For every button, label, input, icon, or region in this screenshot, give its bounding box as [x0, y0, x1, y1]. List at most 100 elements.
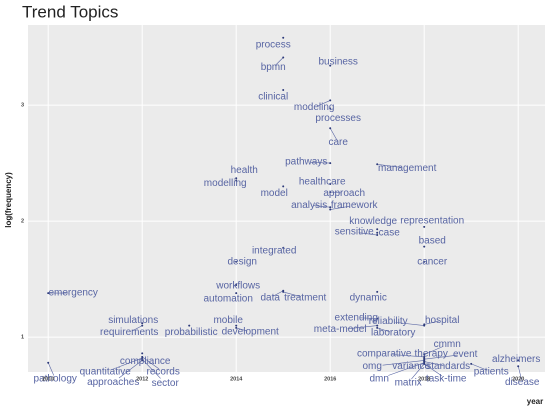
point	[235, 177, 238, 180]
point	[376, 163, 379, 166]
point	[47, 361, 50, 364]
point	[423, 245, 426, 248]
x-tick-label: 2010	[42, 376, 54, 382]
label-connector	[392, 354, 425, 358]
label-connector	[47, 362, 55, 376]
point-label: analysis	[291, 200, 327, 211]
point-label: healthcare	[299, 177, 346, 188]
point-label: emergency	[48, 288, 97, 299]
label-connector	[274, 57, 284, 66]
point	[329, 162, 332, 165]
point-label: patients	[474, 367, 509, 378]
label-connector	[395, 322, 425, 326]
point-label: event	[453, 349, 478, 360]
point	[376, 317, 379, 320]
point-label: modeling	[294, 102, 335, 113]
point	[141, 322, 144, 325]
point	[141, 355, 144, 358]
point	[329, 191, 332, 194]
label-connector	[329, 128, 337, 140]
point	[376, 290, 379, 293]
point	[423, 323, 426, 326]
point	[141, 358, 144, 361]
label-connector	[118, 360, 143, 379]
point-label: standards	[426, 361, 470, 372]
point-label: dmn	[369, 373, 388, 384]
point	[47, 292, 50, 295]
point	[235, 283, 238, 286]
point	[329, 182, 332, 185]
label-connector	[283, 291, 301, 298]
point	[235, 324, 238, 327]
point-label: comparative	[357, 349, 412, 360]
point	[282, 290, 285, 293]
point-label: matrix	[395, 378, 422, 389]
label-connector	[471, 363, 488, 371]
point-label: workflows	[215, 281, 260, 292]
point	[235, 179, 238, 182]
point-label: integrated	[252, 245, 296, 256]
point	[423, 225, 426, 228]
label-connector	[142, 356, 160, 370]
point-label: dynamic	[350, 293, 387, 304]
point	[470, 362, 473, 365]
point-label: data	[260, 292, 280, 303]
label-connector	[313, 205, 331, 208]
label-connector	[360, 317, 378, 319]
point	[188, 324, 191, 327]
point	[329, 107, 332, 110]
label-connector	[424, 361, 444, 366]
point	[376, 228, 379, 231]
label-connector	[272, 290, 284, 297]
label-connector	[424, 354, 458, 360]
label-connector	[517, 366, 522, 380]
label-connector	[382, 360, 425, 366]
point	[423, 362, 426, 365]
point	[282, 36, 285, 39]
point	[329, 64, 332, 67]
point-label: records	[147, 367, 180, 378]
point	[423, 353, 426, 356]
point-label: development	[222, 327, 279, 338]
point-label: alzheimers	[492, 354, 540, 365]
point-label: approach	[323, 188, 365, 199]
point-label: cmmn	[434, 339, 461, 350]
point-label: quantitative	[80, 367, 132, 378]
point-label: clinical	[258, 92, 288, 103]
point	[329, 127, 332, 130]
label-connector	[377, 327, 391, 333]
label-connector	[330, 191, 342, 194]
point	[141, 324, 144, 327]
point-label: design	[227, 256, 256, 267]
point	[282, 88, 285, 91]
label-connector	[388, 362, 425, 376]
point	[282, 246, 285, 249]
point-label: compliance	[120, 356, 171, 367]
x-tick-label: 2020	[512, 376, 524, 382]
label-connector	[358, 232, 378, 236]
point-label: variance	[392, 361, 430, 372]
point-label: framework	[331, 200, 379, 211]
label-connector	[330, 206, 350, 210]
x-axis-title: year	[527, 397, 543, 406]
point	[376, 234, 379, 237]
point-label: pathways	[285, 157, 327, 168]
point-label: automation	[203, 294, 252, 305]
point-label: hospital	[425, 315, 459, 326]
point-label: cancer	[417, 256, 448, 267]
point-label: disease	[505, 377, 540, 388]
point	[517, 365, 520, 368]
y-tick-label: 1	[21, 335, 24, 341]
point-label: omg	[362, 361, 381, 372]
point	[282, 56, 285, 59]
point-label: simulations	[108, 315, 158, 326]
x-tick-label: 2016	[324, 376, 336, 382]
point	[329, 206, 332, 209]
point-label: business	[318, 56, 357, 67]
label-connector	[424, 320, 439, 325]
point	[235, 326, 238, 329]
point	[376, 324, 379, 327]
point-label: reliability	[369, 316, 408, 327]
x-tick-label: 2018	[418, 376, 430, 382]
